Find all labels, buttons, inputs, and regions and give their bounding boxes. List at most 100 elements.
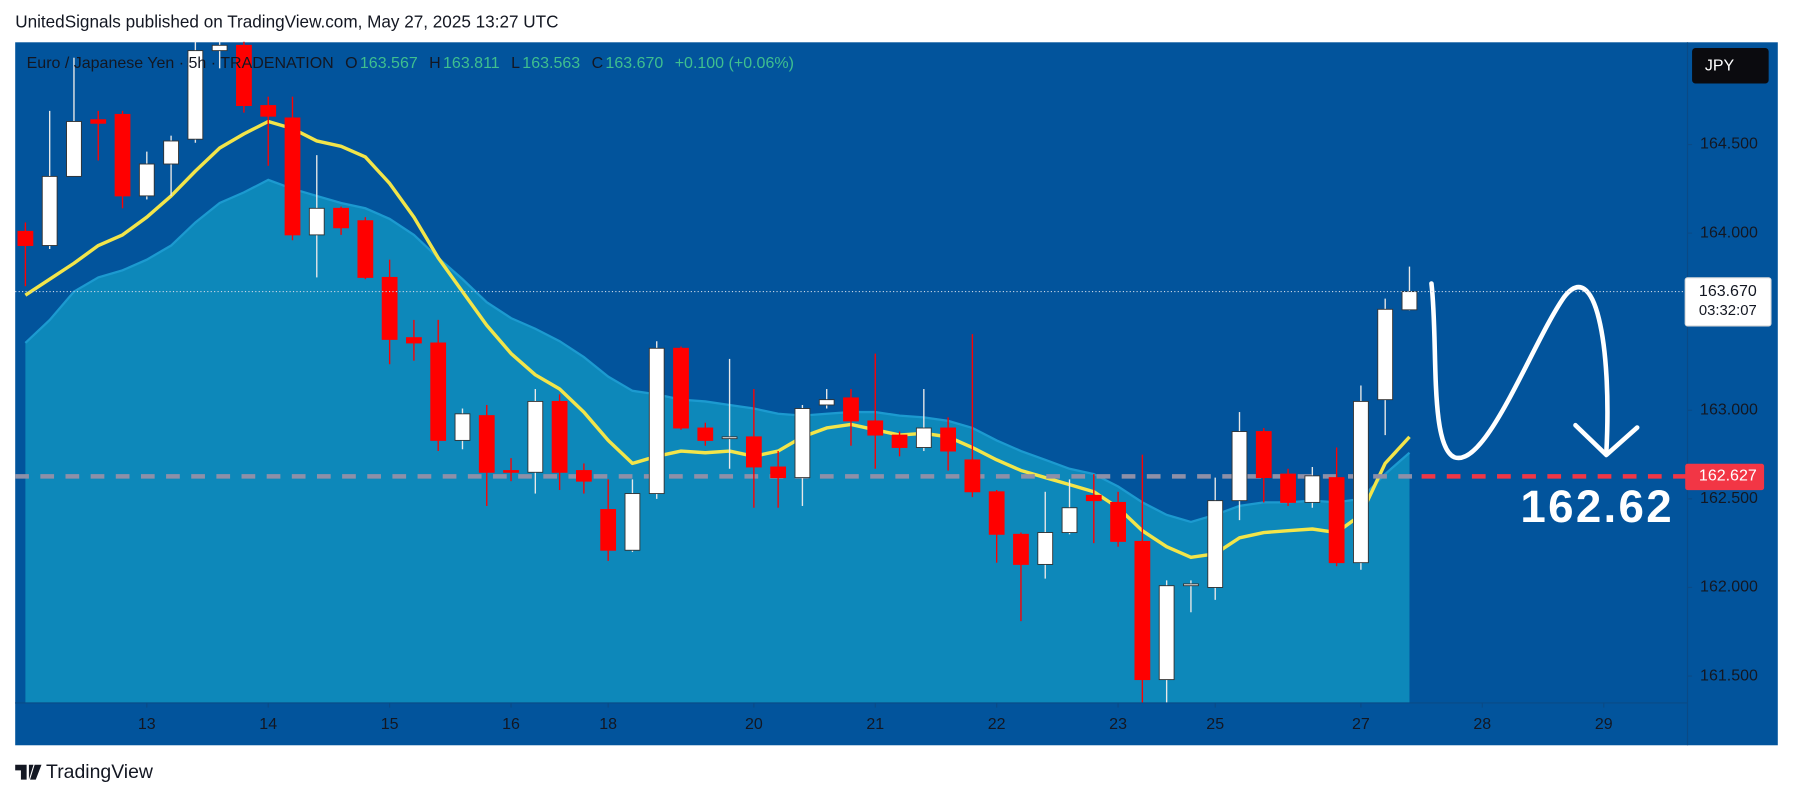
candle-body (478, 415, 495, 473)
candle-body (138, 163, 155, 197)
candle (260, 96, 277, 166)
candle (406, 319, 422, 361)
candle (551, 394, 568, 491)
candle-body (357, 220, 374, 278)
candle (673, 346, 689, 430)
y-tick-label: 162.500 (1700, 490, 1758, 507)
candle (891, 431, 908, 457)
candle (940, 417, 956, 471)
candle-body (1304, 475, 1321, 503)
candle (600, 479, 617, 561)
candle (527, 389, 544, 494)
ma-area-edge (24, 178, 1411, 524)
candle (138, 151, 155, 200)
candle-body (1085, 494, 1102, 502)
candle-body (745, 436, 762, 468)
candle-body (940, 427, 956, 452)
candle (697, 422, 714, 446)
candle (381, 259, 398, 365)
candle (66, 57, 82, 177)
currency-label: JPY (1705, 58, 1735, 75)
candle-body (260, 105, 277, 117)
candle-body (964, 459, 981, 493)
candle-body (41, 175, 58, 246)
candle-body (1134, 540, 1151, 681)
candle-body (333, 207, 349, 229)
publish-header: UnitedSignals published on TradingView.c… (15, 11, 558, 31)
candle (964, 334, 981, 498)
candle-body (1037, 532, 1054, 565)
candle (1061, 479, 1078, 535)
candle-body (454, 413, 471, 441)
logo-mark (15, 764, 42, 780)
candle-body (236, 44, 252, 107)
candle (745, 389, 762, 508)
candle (648, 341, 665, 499)
candle (333, 206, 349, 235)
candle-body (187, 50, 204, 140)
ohlc-key: H (429, 55, 441, 72)
candle-body (1207, 500, 1224, 588)
footer-brand: TradingView (46, 761, 154, 783)
candle (163, 135, 179, 196)
ma-line (24, 119, 1411, 560)
candle (818, 389, 835, 409)
candle (988, 490, 1005, 563)
candle-body (770, 466, 787, 479)
candle-body (794, 408, 811, 479)
candle-body (891, 434, 908, 448)
candle (794, 404, 811, 506)
candle-body (1280, 473, 1296, 503)
candle (17, 222, 34, 287)
candle (430, 319, 447, 452)
candle-body (284, 117, 301, 236)
candle (1183, 580, 1199, 613)
candle (1013, 532, 1029, 622)
candle-body (1353, 400, 1369, 564)
x-tick-label: 16 (502, 716, 520, 733)
candle-body (915, 427, 932, 448)
candle (1377, 298, 1394, 436)
candle-body (673, 347, 689, 429)
x-tick-label: 22 (988, 716, 1006, 733)
candle-body (17, 230, 34, 246)
x-tick-label: 23 (1109, 716, 1127, 733)
plot-area (15, 41, 1688, 703)
candle-body (551, 400, 568, 473)
candle-body (406, 337, 422, 344)
candle (575, 463, 592, 494)
candle (187, 41, 204, 143)
candle (1328, 447, 1345, 567)
last-price-label: 163.670 (1699, 283, 1757, 300)
candle-body (648, 347, 665, 495)
candle (1231, 412, 1248, 521)
y-tick-label: 162.000 (1700, 579, 1758, 596)
candle (90, 110, 107, 161)
x-tick-label: 28 (1473, 716, 1491, 733)
level-price-label: 162.627 (1699, 468, 1757, 485)
x-tick-label: 15 (381, 716, 399, 733)
candle (843, 389, 859, 446)
x-tick-label: 14 (259, 716, 277, 733)
candle-body (381, 276, 398, 340)
x-tick-label: 20 (745, 716, 763, 733)
change-value: +0.100 (+0.06%) (675, 55, 794, 72)
candle (478, 404, 495, 506)
currency-button[interactable] (1692, 48, 1769, 84)
x-tick-label: 27 (1352, 716, 1370, 733)
ohlc-key: L (511, 55, 520, 72)
y-tick-label: 164.500 (1700, 136, 1758, 153)
x-tick-label: 29 (1595, 716, 1613, 733)
candle-body (527, 400, 544, 473)
candle (1207, 477, 1224, 600)
x-tick-label: 18 (599, 716, 617, 733)
y-tick-label: 161.500 (1700, 667, 1758, 684)
candle (1158, 580, 1175, 703)
candle-body (721, 436, 738, 440)
candle (721, 358, 738, 469)
candle (1085, 474, 1102, 544)
symbol-title: Euro / Japanese Yen · 5h · TRADENATION (27, 55, 334, 72)
candle (1255, 428, 1272, 503)
candle (770, 451, 787, 508)
